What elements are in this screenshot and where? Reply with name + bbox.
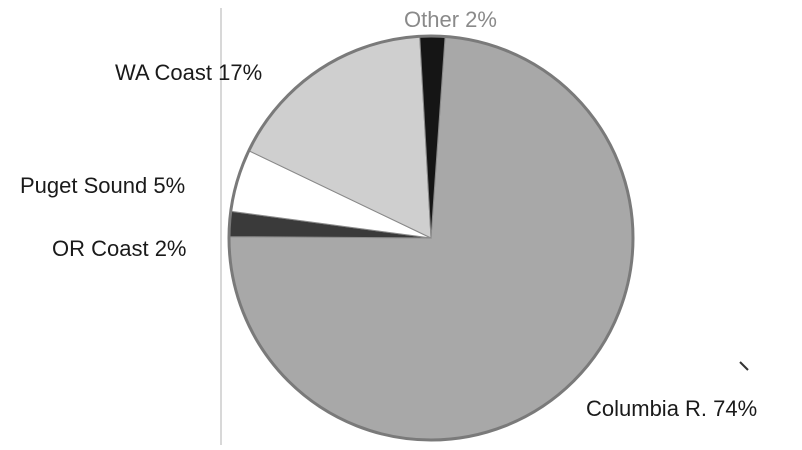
stray-mark	[739, 361, 749, 371]
pie-slices	[228, 35, 634, 441]
label-other: Other 2%	[404, 7, 497, 32]
label-puget-sound: Puget Sound 5%	[20, 173, 185, 198]
label-or-coast: OR Coast 2%	[52, 236, 187, 261]
label-wa-coast: WA Coast 17%	[115, 60, 262, 85]
label-columbia-r: Columbia R. 74%	[586, 396, 757, 421]
pie-outline	[227, 34, 635, 442]
